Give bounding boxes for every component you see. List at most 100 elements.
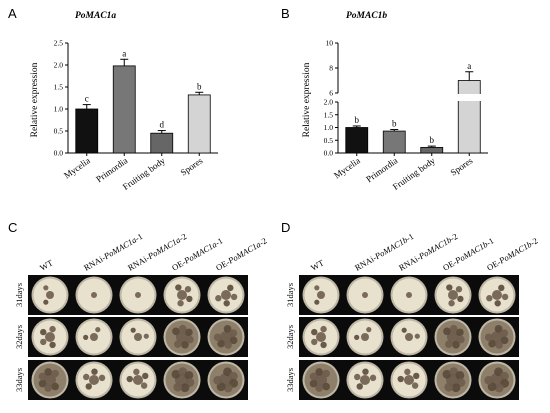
column-header-suffix: -1 <box>404 231 415 243</box>
mushroom-cluster <box>186 295 193 303</box>
mushroom-cluster <box>401 327 407 333</box>
bar <box>457 80 481 154</box>
mushroom-cluster <box>89 375 99 385</box>
mushroom-cluster <box>186 335 194 344</box>
mushroom-cluster <box>444 340 453 348</box>
mushroom-cluster <box>455 370 465 380</box>
mushroom-cluster <box>133 375 143 385</box>
panel-letter-b: B <box>281 6 290 21</box>
row-label: 33days <box>285 368 295 392</box>
x-tick-label: Mycelia <box>332 155 362 180</box>
mushroom-cluster <box>495 341 503 349</box>
mushroom-cluster <box>494 325 503 333</box>
significance-letter: b <box>392 119 397 129</box>
mushroom-cluster <box>405 333 413 341</box>
mushroom-cluster <box>46 291 54 299</box>
mushroom-cluster <box>142 372 149 380</box>
x-tick-label: Primordia <box>94 155 129 184</box>
mushroom-cluster <box>311 328 318 336</box>
mushroom-cluster <box>354 373 361 381</box>
mushroom-cluster <box>498 284 505 292</box>
mushroom-cluster <box>135 292 141 298</box>
column-header-gene: PoMAC1b <box>416 235 453 262</box>
bar <box>187 94 211 154</box>
mushroom-cluster <box>320 325 327 333</box>
mushroom-cluster <box>314 285 320 291</box>
mushroom-cluster <box>40 328 47 336</box>
y-tick-label: 2.5 <box>54 39 64 48</box>
mushroom-cluster <box>175 284 182 291</box>
mushroom-cluster <box>354 334 360 340</box>
mushroom-cluster <box>83 373 90 381</box>
mushroom-cluster <box>173 382 183 392</box>
mushroom-cluster <box>442 369 452 379</box>
mushroom-cluster <box>217 339 225 348</box>
mushroom-cluster <box>134 333 142 341</box>
mushroom-cluster <box>213 375 223 385</box>
mushroom-cluster <box>91 368 98 375</box>
bar <box>75 108 99 154</box>
mushroom-cluster <box>501 293 509 301</box>
mushroom-cluster <box>397 375 404 383</box>
significance-letter: d <box>160 120 165 130</box>
x-tick-label: Fruiting body <box>391 155 437 192</box>
mushroom-cluster <box>356 383 363 390</box>
significance-letter: b <box>197 81 202 91</box>
mushroom-cluster <box>360 375 370 385</box>
column-header-gene: PoMAC1b <box>496 239 533 266</box>
mushroom-cluster <box>44 384 52 392</box>
mushroom-cluster <box>500 336 509 345</box>
mushroom-cluster <box>223 325 232 333</box>
mushroom-cluster <box>315 374 327 386</box>
mushroom-cluster <box>366 327 372 333</box>
mushroom-cluster <box>229 336 238 345</box>
mushroom-cluster <box>223 300 230 307</box>
panel-b: B PoMAC1b Relative expression 0.0 0.5 1.0 1… <box>281 6 488 192</box>
mushroom-cluster <box>184 286 192 293</box>
mushroom-cluster <box>413 372 420 380</box>
mushroom-cluster <box>44 368 52 376</box>
mushroom-cluster <box>322 382 330 391</box>
x-tick-label: Fruiting body <box>121 155 167 192</box>
column-header-gene: PoMAC1b <box>372 235 409 262</box>
mushroom-cluster <box>171 369 181 379</box>
mushroom-cluster <box>181 340 189 349</box>
mushroom-cluster <box>213 333 222 342</box>
mushroom-cluster <box>51 382 59 391</box>
column-header-prefix: WT <box>309 257 326 273</box>
mushroom-cluster <box>406 292 412 298</box>
mushroom-cluster <box>229 329 238 337</box>
mushroom-cluster <box>221 290 231 300</box>
y-tick-label: 0.0 <box>54 149 64 158</box>
column-header-gene: PoMAC1a <box>181 239 218 266</box>
mushroom-cluster <box>223 383 233 393</box>
photo-grid-d: WT RNAi-PoMAC1b-1RNAi-PoMAC1b-2OE-PoMAC1b… <box>285 231 539 400</box>
bar <box>382 130 406 154</box>
row-label: 32days <box>14 325 24 349</box>
mushroom-cluster <box>45 332 55 342</box>
y-tick-label: 0.5 <box>324 136 334 145</box>
mushroom-cluster <box>446 284 453 291</box>
y-tick-label: 8 <box>329 64 333 73</box>
mushroom-cluster <box>173 340 182 348</box>
column-header-gene: PoMAC1b <box>452 239 489 266</box>
photo-grid-c: WT RNAi-PoMAC1a-1RNAi-PoMAC1a-2OE-PoMAC1a… <box>14 231 268 400</box>
y-tick-label: 0.5 <box>54 127 64 136</box>
x-tick-label: Spores <box>179 155 205 178</box>
mushroom-cluster <box>361 333 369 341</box>
mushroom-cluster <box>130 327 136 333</box>
mushroom-cluster <box>220 331 232 343</box>
bar <box>150 132 174 154</box>
mushroom-cluster <box>44 374 56 386</box>
mushroom-cluster <box>449 324 458 333</box>
mushroom-cluster <box>457 295 464 303</box>
mushroom-cluster <box>317 291 325 299</box>
mushroom-cluster <box>43 285 49 291</box>
row-label: 31days <box>285 283 295 307</box>
y-tick-label: 0.0 <box>324 149 334 158</box>
row-label: 33days <box>14 368 24 392</box>
panel-letter-c: C <box>8 220 17 235</box>
mushroom-cluster <box>448 290 458 300</box>
chart-b-title: PoMAC1b <box>346 11 387 21</box>
mushroom-cluster <box>447 331 459 343</box>
